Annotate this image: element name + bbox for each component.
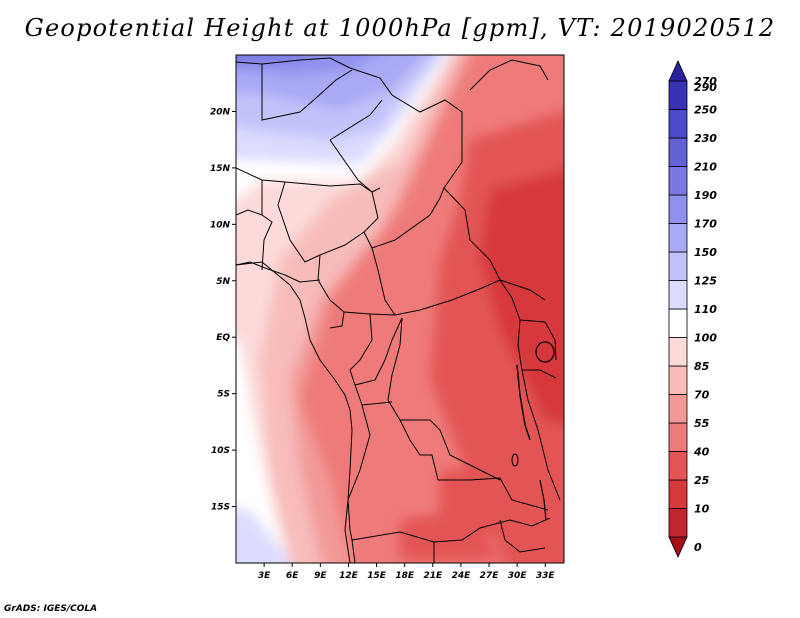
y-tick-label: 5N <box>216 277 230 287</box>
x-tick-label: 27E <box>480 571 500 581</box>
colorbar-label: 270 <box>694 75 717 88</box>
colorbar-swatch <box>668 280 688 310</box>
colorbar-label: 125 <box>694 275 717 288</box>
x-axis: 3E 6E 9E 12E 15E 18E 21E 24E 27E 30E 33E <box>258 563 556 581</box>
colorbar-label: 70 <box>694 389 710 402</box>
map-title: Geopotential Height at 1000hPa [gpm], VT… <box>24 14 776 42</box>
y-tick-label: 20N <box>210 107 231 117</box>
colorbar-swatch <box>668 508 688 538</box>
y-tick-label: 10S <box>211 446 230 456</box>
plot-frame <box>235 54 565 564</box>
credit-text: GrADS: IGES/COLA <box>4 604 98 614</box>
colorbar-label: 110 <box>694 303 717 316</box>
y-axis: 20N 15N 10N 5N EQ 5S 10S 15S <box>210 107 236 513</box>
colorbar-swatch <box>668 451 688 481</box>
colorbar-label: 210 <box>694 161 717 174</box>
colorbar-label: 55 <box>694 417 710 430</box>
colorbar-swatch <box>668 109 688 139</box>
x-tick-label: 33E <box>536 571 556 581</box>
colorbar-swatch <box>668 422 688 452</box>
colorbar-label: 85 <box>694 360 710 373</box>
x-tick-label: 18E <box>395 571 415 581</box>
x-tick-label: 9E <box>314 571 327 581</box>
colorbar-swatch <box>668 137 688 167</box>
colorbar-swatch <box>668 394 688 424</box>
y-tick-label: 15N <box>210 164 231 174</box>
colorbar-label: 250 <box>694 104 717 117</box>
y-tick-label: 15S <box>211 503 230 513</box>
x-tick-label: 21E <box>423 571 443 581</box>
colorbar-label: 100 <box>694 332 717 345</box>
x-tick-label: 30E <box>508 571 528 581</box>
colorbar-swatch <box>668 479 688 509</box>
colorbar-label: 40 <box>693 446 710 459</box>
colorbar-label: 150 <box>694 246 717 259</box>
colorbar-swatch <box>668 308 688 338</box>
colorbar-swatch <box>668 365 688 395</box>
colorbar-label: 290 <box>694 81 717 94</box>
colorbar-swatch <box>668 194 688 224</box>
colorbar-swatch <box>668 536 688 558</box>
colorbar-label: 190 <box>694 189 717 202</box>
y-tick-label: 5S <box>217 390 230 400</box>
x-tick-label: 12E <box>339 571 359 581</box>
country-boundaries <box>236 57 561 563</box>
colorbar-swatch <box>668 251 688 281</box>
colorbar-swatch <box>668 166 688 196</box>
colorbar-label: 0 <box>694 541 702 554</box>
colorbar-label: 230 <box>694 132 717 145</box>
colorbar-swatch <box>668 223 688 253</box>
x-tick-label: 6E <box>286 571 299 581</box>
y-tick-label: EQ <box>216 333 230 343</box>
height-field <box>236 55 564 563</box>
colorbar-label: 10 <box>694 503 710 516</box>
colorbar-label: 25 <box>694 474 710 487</box>
colorbar-swatch <box>668 337 688 367</box>
colorbar: 0 10 25 40 55 70 85 100 110 125 150 170 190 210 230 250… <box>668 60 717 558</box>
y-tick-label: 10N <box>210 220 231 230</box>
colorbar-label: 170 <box>694 218 717 231</box>
x-tick-label: 15E <box>367 571 387 581</box>
colorbar-swatch <box>668 60 688 82</box>
x-tick-label: 24E <box>452 571 472 581</box>
x-tick-label: 3E <box>258 571 271 581</box>
colorbar-swatch <box>668 80 688 110</box>
